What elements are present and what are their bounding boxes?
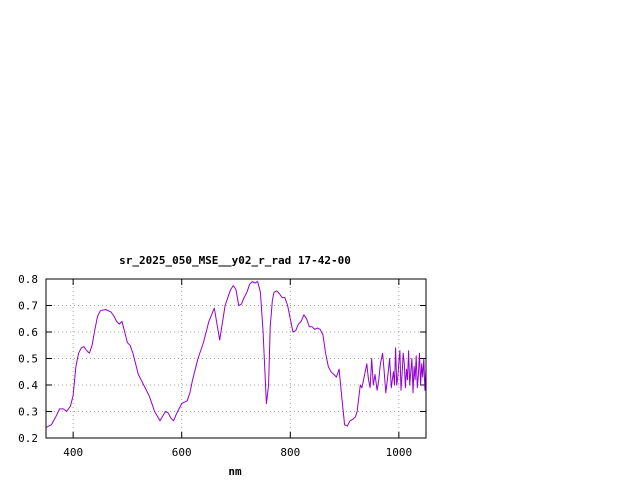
y-tick-label: 0.5 — [18, 353, 38, 366]
y-tick-label: 0.6 — [18, 326, 38, 339]
y-tick-label: 0.7 — [18, 300, 38, 313]
series-line — [45, 281, 427, 428]
chart-title: sr_2025_050_MSE__y02_r_rad 17-42-00 — [119, 254, 351, 267]
y-tick-label: 0.2 — [18, 432, 38, 445]
x-tick-label: 1000 — [386, 446, 413, 459]
axis-ticks: 0.2 0.3 0.4 0.5 0.6 0.7 0.8 400 600 800 1000 — [18, 273, 426, 459]
y-tick-label: 0.3 — [18, 406, 38, 419]
x-axis-label: nm — [228, 465, 242, 478]
y-tick-label: 0.4 — [18, 379, 38, 392]
x-tick-label: 600 — [172, 446, 192, 459]
plot-border — [45, 278, 427, 439]
y-tick-label: 0.8 — [18, 273, 38, 286]
x-tick-label: 800 — [280, 446, 300, 459]
series-group — [45, 281, 427, 428]
grid — [46, 279, 426, 438]
x-tick-label: 400 — [63, 446, 83, 459]
